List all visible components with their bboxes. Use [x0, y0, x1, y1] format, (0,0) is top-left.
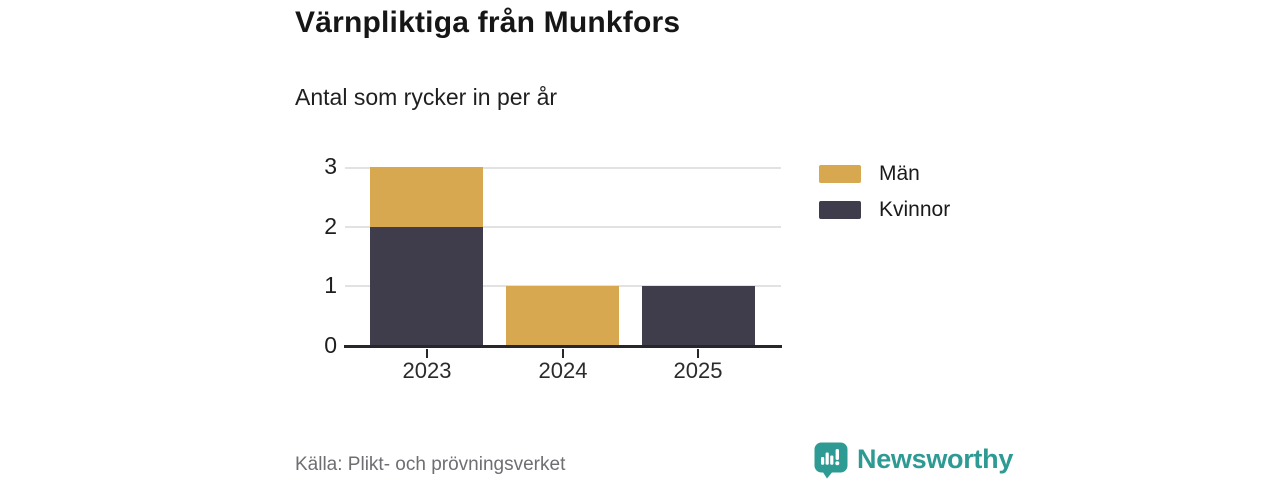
y-tick-label: 1 [324, 272, 337, 299]
legend-item-women: Kvinnor [819, 198, 950, 222]
legend-swatch-women [819, 201, 861, 219]
bar-segment-män-2023 [370, 167, 483, 227]
y-tick-label: 0 [324, 332, 337, 358]
legend-item-men: Män [819, 162, 950, 186]
legend: Män Kvinnor [819, 162, 950, 234]
x-axis-tick [562, 349, 564, 358]
x-axis-line [344, 345, 782, 348]
chart-subtitle: Antal som rycker in per år [295, 84, 558, 110]
x-tick-label: 2025 [673, 358, 723, 383]
newsworthy-bar-chart-icon [814, 442, 848, 479]
chart-title: Värnpliktiga från Munkfors [295, 6, 681, 39]
newsworthy-wordmark: Newsworthy [857, 444, 1014, 474]
bar-segment-män-2024 [506, 286, 619, 346]
x-axis-tick [697, 349, 699, 358]
bar-segment-kvinnor-2025 [642, 286, 755, 346]
gridline [345, 225, 781, 228]
source-note: Källa: Plikt- och prövningsverket [295, 454, 566, 475]
legend-label-men: Män [879, 162, 920, 185]
x-tick-label: 2024 [538, 358, 588, 383]
y-tick-label: 2 [324, 212, 337, 239]
plot-area: 0 1 2 3 2023 2024 2025 [324, 153, 782, 383]
x-axis-tick [426, 349, 428, 358]
gridline [345, 167, 781, 169]
bar-segment-kvinnor-2023 [370, 227, 483, 346]
newsworthy-logo: Newsworthy [814, 442, 1013, 479]
legend-label-women: Kvinnor [879, 198, 951, 221]
x-tick-label: 2023 [402, 358, 452, 383]
legend-swatch-men [819, 165, 861, 183]
y-tick-label: 3 [324, 153, 337, 179]
